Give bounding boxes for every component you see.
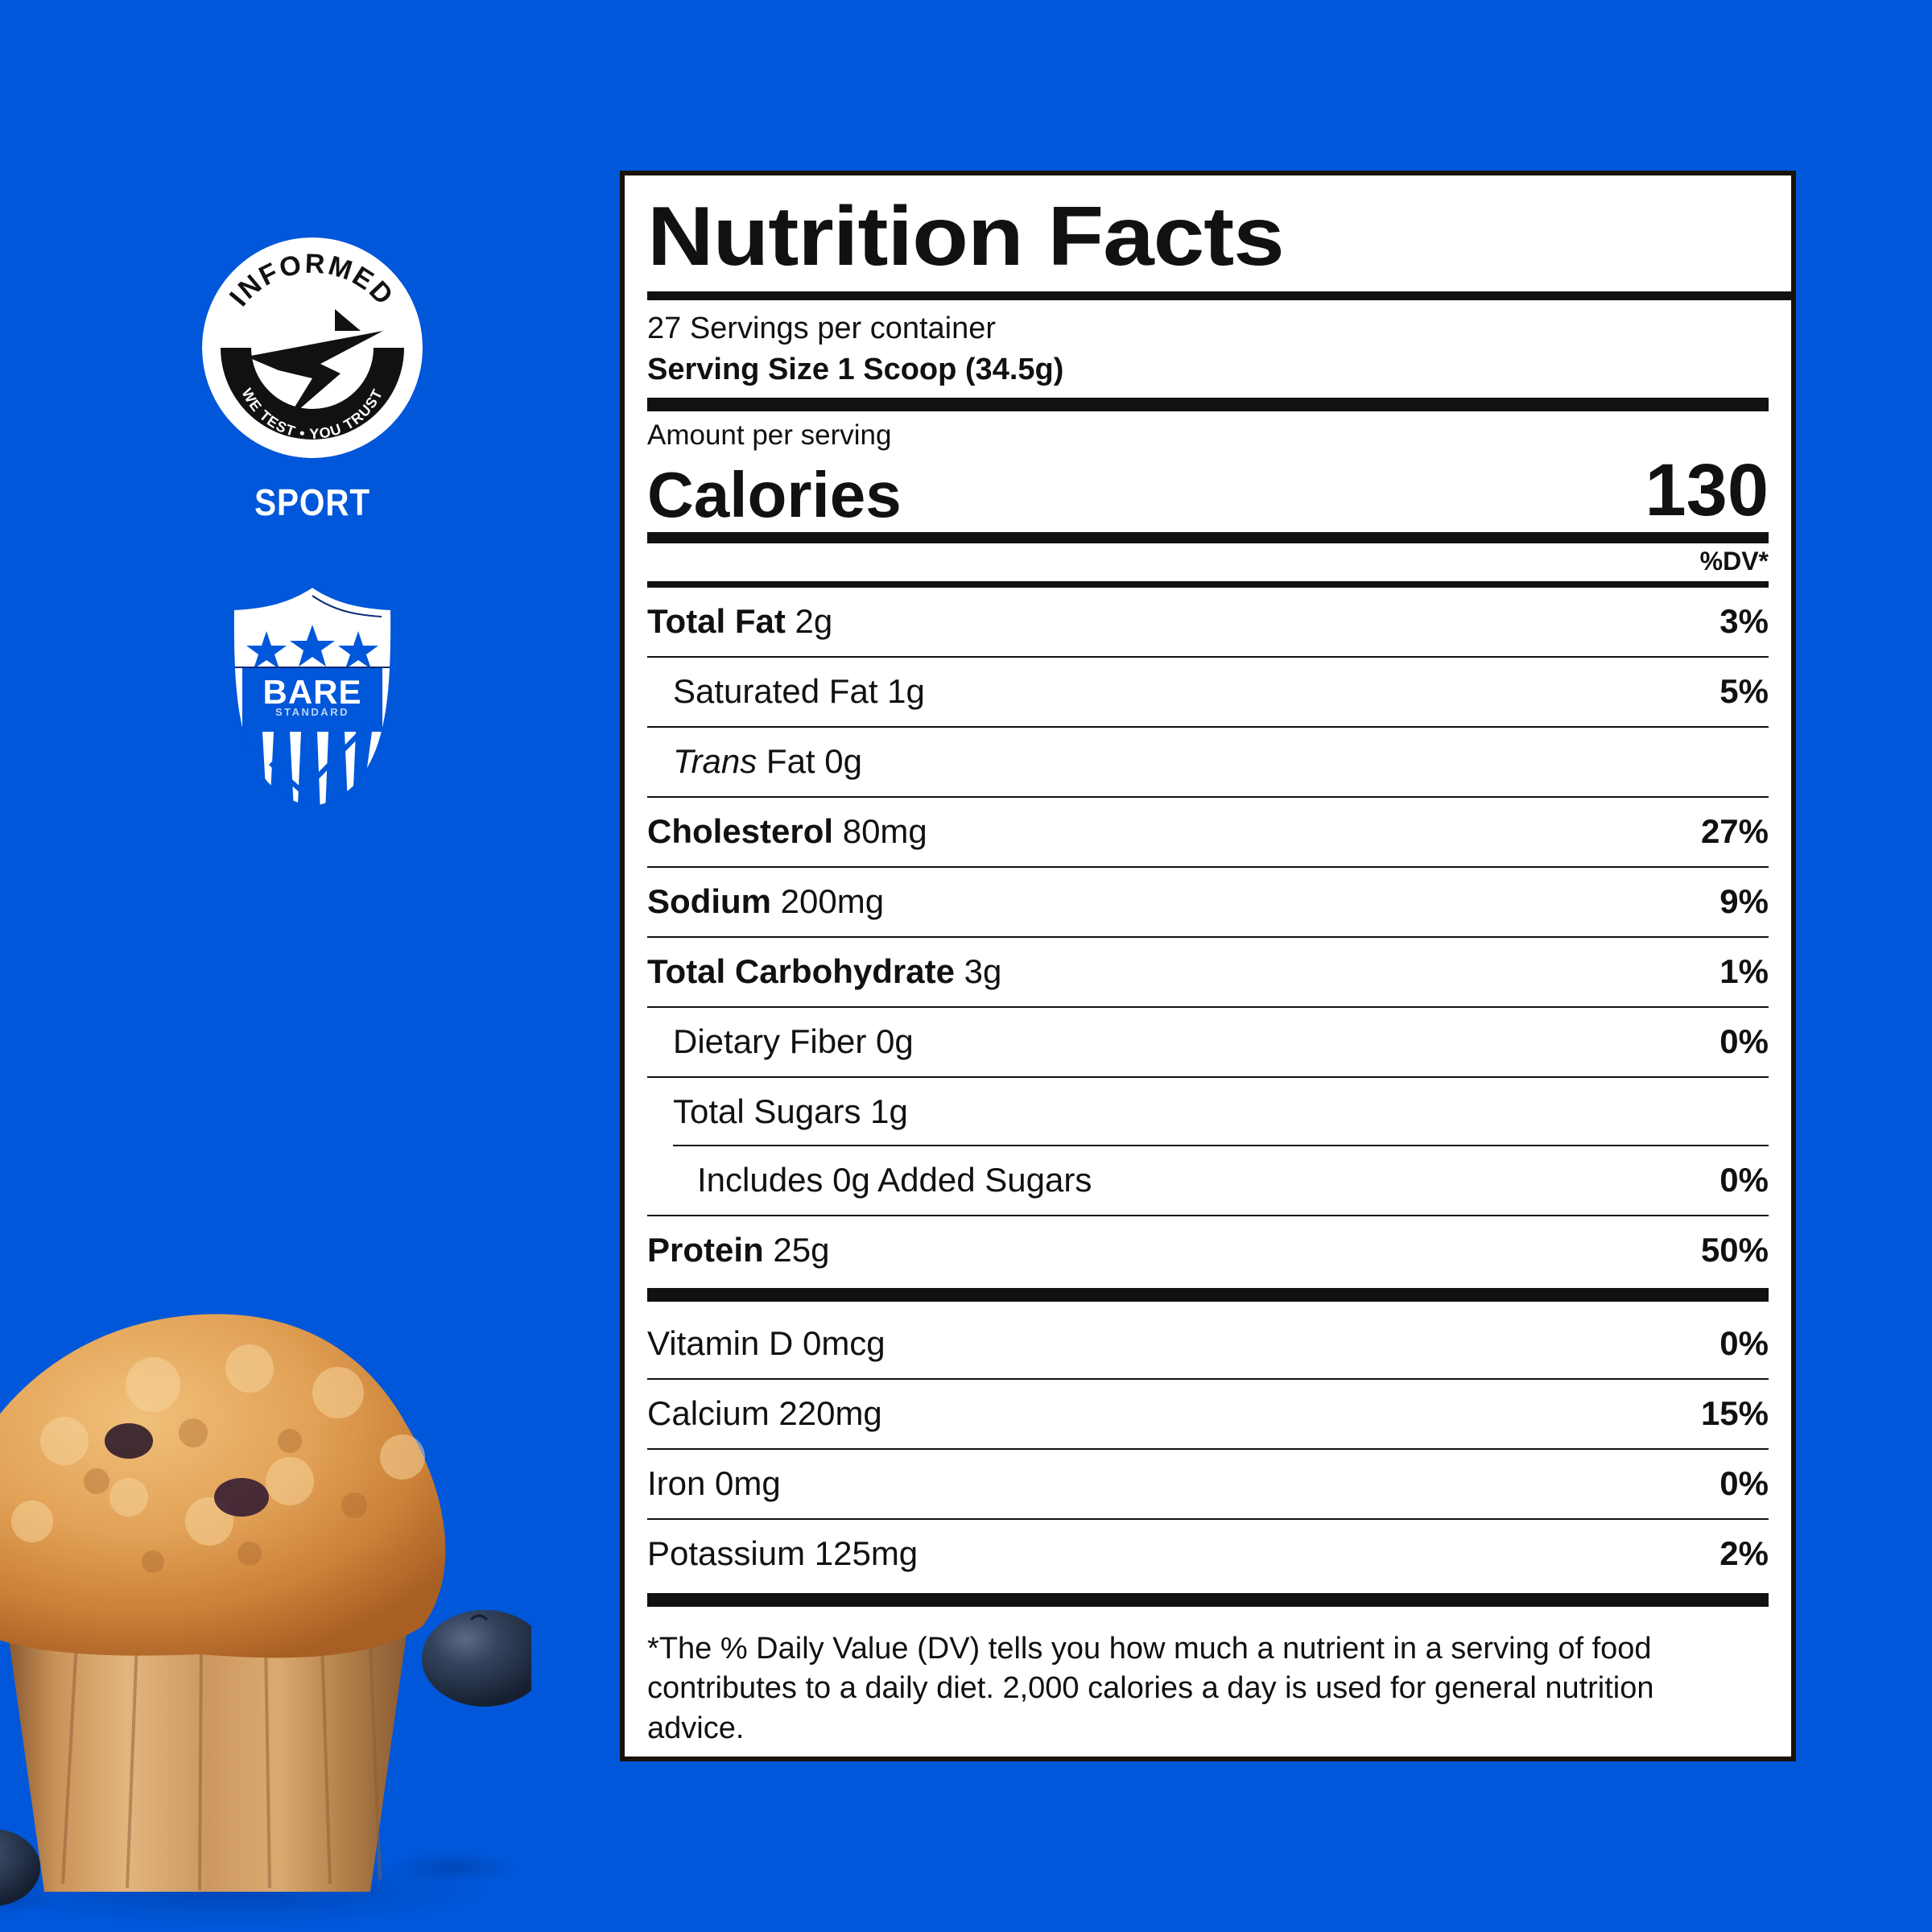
- svg-text:STANDARD: STANDARD: [275, 706, 349, 718]
- svg-text:BARE: BARE: [262, 673, 361, 711]
